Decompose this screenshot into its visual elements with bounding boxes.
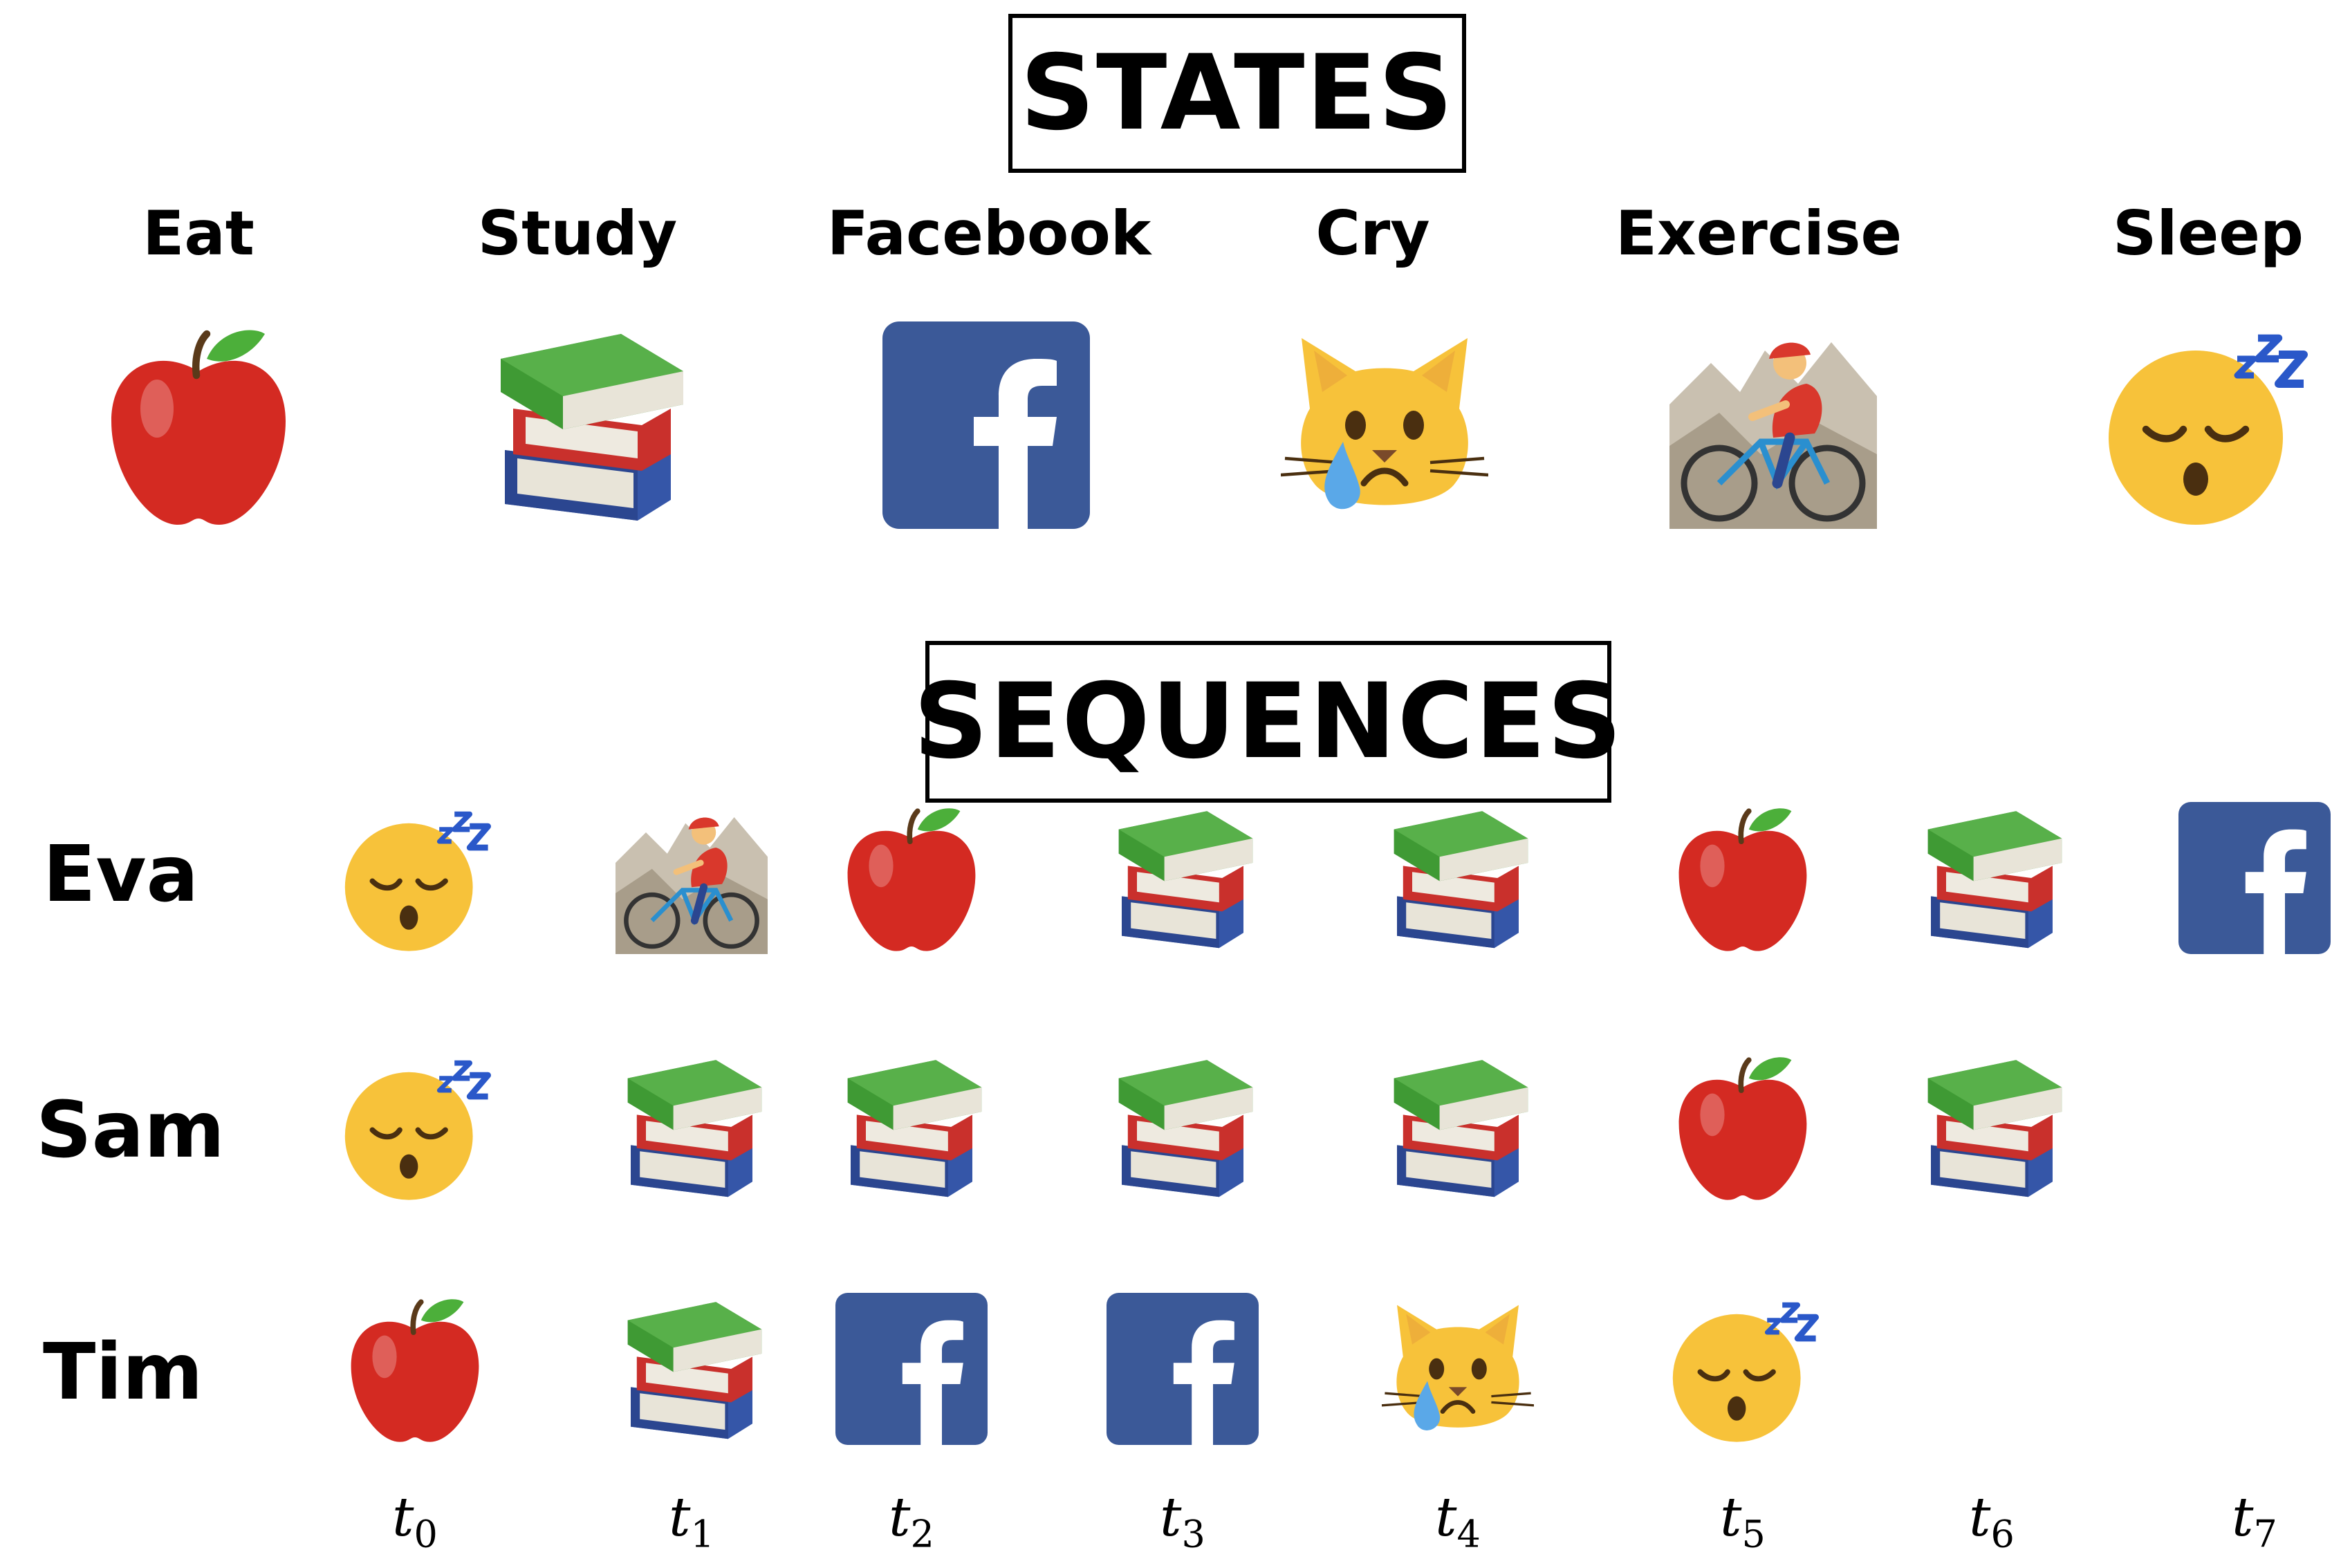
apple-icon <box>95 321 302 529</box>
sequences-title-text: SEQUENCES <box>913 662 1624 782</box>
time-label-2: t2 <box>889 1486 934 1556</box>
facebook-icon <box>882 321 1090 529</box>
state-label-study: Study <box>477 198 678 269</box>
time-label-5: t5 <box>1720 1486 1766 1556</box>
sleeping-face-icon <box>339 802 491 954</box>
sequences-title: SEQUENCES <box>914 641 1622 803</box>
apple-icon <box>835 802 988 954</box>
crying-cat-icon <box>1281 321 1488 529</box>
books-icon <box>835 1051 988 1203</box>
time-label-3: t3 <box>1160 1486 1205 1556</box>
state-label-sleep: Sleep <box>2113 198 2304 269</box>
apple-icon <box>339 1293 491 1445</box>
time-label-7: t7 <box>2232 1486 2277 1556</box>
state-label-facebook: Facebook <box>826 198 1151 269</box>
books-icon <box>1107 1051 1259 1203</box>
sequence-label-sam: Sam <box>36 1085 225 1175</box>
time-label-6: t6 <box>1969 1486 2015 1556</box>
books-icon <box>616 1293 768 1445</box>
time-label-0: t0 <box>392 1486 438 1556</box>
books-icon <box>1382 802 1534 954</box>
time-label-1: t1 <box>669 1486 714 1556</box>
books-icon <box>616 1051 768 1203</box>
books-icon <box>1916 802 2068 954</box>
facebook-icon <box>2178 802 2331 954</box>
books-icon <box>1107 802 1259 954</box>
books-icon <box>484 321 692 529</box>
books-icon <box>1916 1051 2068 1203</box>
states-title-text: STATES <box>1020 33 1454 153</box>
apple-icon <box>1667 802 1819 954</box>
sleeping-face-icon <box>2100 321 2308 529</box>
mountain-biker-icon <box>1669 321 1877 529</box>
facebook-icon <box>1107 1293 1259 1445</box>
time-label-4: t4 <box>1435 1486 1481 1556</box>
facebook-icon <box>835 1293 988 1445</box>
mountain-biker-icon <box>616 802 768 954</box>
apple-icon <box>1667 1051 1819 1203</box>
state-label-cry: Cry <box>1315 198 1430 269</box>
crying-cat-icon <box>1382 1293 1534 1445</box>
books-icon <box>1382 1051 1534 1203</box>
sequence-label-eva: Eva <box>43 830 199 920</box>
states-title: STATES <box>1008 14 1466 173</box>
state-label-eat: Eat <box>142 198 255 269</box>
sequence-label-tim: Tim <box>43 1327 203 1417</box>
state-label-exercise: Exercise <box>1615 198 1903 269</box>
sleeping-face-icon <box>1667 1293 1819 1445</box>
sleeping-face-icon <box>339 1051 491 1203</box>
